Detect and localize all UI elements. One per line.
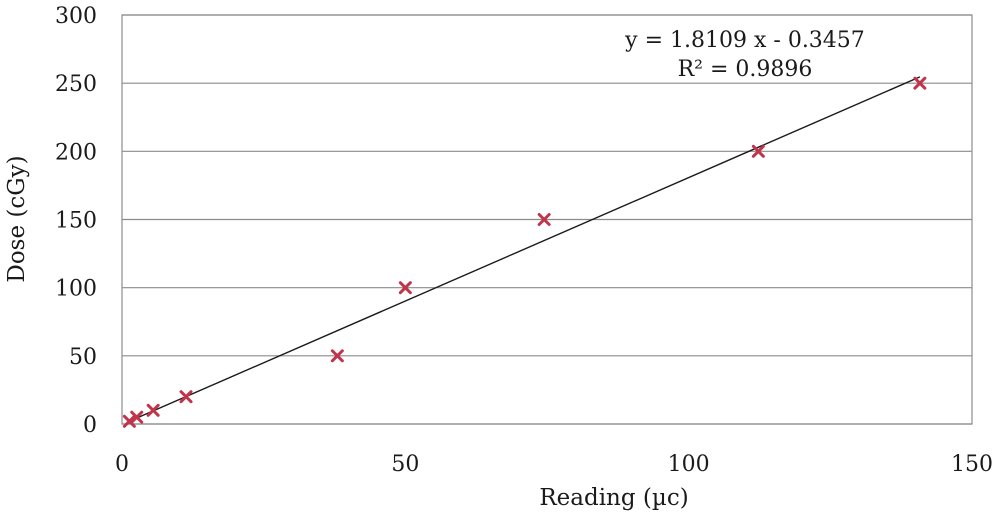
plot-area-frame xyxy=(121,14,973,425)
y-axis-title: Dose (cGy) xyxy=(4,155,30,282)
data-point-1 xyxy=(130,410,144,424)
x-tick-label-0: 0 xyxy=(115,452,129,477)
data-point-3 xyxy=(179,390,193,404)
trendline-equation: y = 1.8109 x - 0.3457 xyxy=(624,28,865,53)
x-axis-title: Reading (µc) xyxy=(539,485,688,511)
y-axis-ticks: 0 50 100 150 200 250 300 xyxy=(55,4,97,438)
x-tick-label-1: 50 xyxy=(391,452,419,477)
data-point-5 xyxy=(398,281,412,295)
data-point-8 xyxy=(913,76,927,90)
data-point-6 xyxy=(537,213,551,226)
trendline xyxy=(127,76,921,423)
y-tick-label-5: 250 xyxy=(55,72,97,97)
x-tick-label-3: 150 xyxy=(951,452,993,477)
data-points xyxy=(122,76,927,428)
data-point-4 xyxy=(330,349,344,363)
data-point-7 xyxy=(751,144,765,158)
y-tick-label-4: 200 xyxy=(55,140,97,165)
y-tick-label-0: 0 xyxy=(83,413,97,438)
data-point-0 xyxy=(122,414,136,428)
x-tick-label-2: 100 xyxy=(668,452,710,477)
grid-lines xyxy=(122,14,972,425)
data-point-2 xyxy=(146,403,160,417)
y-tick-label-3: 150 xyxy=(55,209,97,234)
y-tick-label-6: 300 xyxy=(55,4,97,29)
y-tick-label-1: 50 xyxy=(69,345,97,370)
y-tick-label-2: 100 xyxy=(55,277,97,302)
r-squared-label: R² = 0.9896 xyxy=(678,57,813,82)
x-axis-ticks: 0 50 100 150 xyxy=(115,452,993,477)
